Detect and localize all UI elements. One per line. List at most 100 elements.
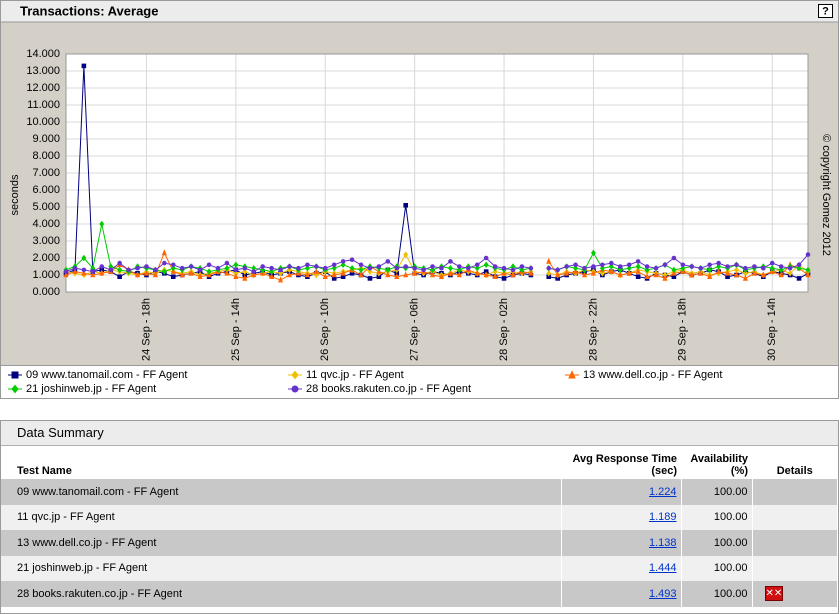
point — [90, 269, 96, 274]
point — [501, 265, 507, 271]
point — [769, 260, 775, 266]
y-tick-label: 3.000 — [32, 235, 60, 247]
point — [287, 264, 292, 269]
point — [671, 255, 677, 261]
point — [456, 271, 462, 278]
point — [492, 273, 498, 279]
point — [394, 265, 400, 271]
y-tick-label: 2.000 — [32, 252, 60, 264]
y-tick-label: 8.000 — [32, 150, 60, 162]
chart-panel: Transactions: Average ? seconds © copyri… — [0, 0, 839, 399]
point — [403, 203, 409, 208]
point — [99, 220, 105, 228]
point — [519, 264, 525, 269]
point — [233, 267, 239, 273]
avg-link[interactable]: 1.493 — [648, 587, 677, 600]
point — [456, 266, 462, 274]
availability: 100.00 — [681, 581, 753, 607]
point — [546, 257, 552, 264]
point — [439, 265, 444, 271]
point — [609, 260, 614, 266]
point — [63, 271, 69, 278]
details-icon[interactable]: ✕✕ — [764, 586, 783, 602]
point — [438, 273, 445, 279]
point — [170, 262, 176, 268]
y-tick-label: 5.000 — [32, 201, 60, 213]
point — [242, 274, 248, 281]
point — [367, 276, 373, 281]
point — [358, 271, 364, 278]
point — [304, 264, 310, 272]
point — [197, 273, 203, 279]
avg-link[interactable]: 1.224 — [648, 485, 677, 498]
point — [430, 264, 435, 269]
point — [99, 269, 105, 276]
point — [313, 267, 319, 274]
point — [474, 262, 480, 268]
point — [644, 264, 650, 269]
point — [322, 265, 328, 271]
point — [689, 264, 695, 269]
point — [188, 269, 194, 276]
row: 13 www.dell.co.jp - FF Agent 1.138 100.00 — [1, 530, 838, 556]
y-tick-label: 6.000 — [32, 184, 60, 196]
point — [734, 262, 739, 268]
point — [143, 269, 150, 276]
point — [117, 260, 122, 266]
help-label[interactable]: ? — [822, 5, 829, 17]
point — [743, 265, 748, 271]
x-tick-label: 28 Sep - 22h — [587, 298, 599, 361]
y-tick-label: 10.000 — [26, 116, 60, 128]
point — [224, 269, 230, 276]
x-tick-label: 29 Sep - 18h — [677, 298, 689, 361]
point — [447, 264, 453, 272]
point — [805, 266, 811, 274]
point — [403, 271, 409, 278]
point — [63, 269, 69, 274]
point — [206, 262, 212, 268]
point — [358, 266, 364, 274]
point — [582, 265, 587, 271]
point — [251, 271, 257, 278]
point — [421, 267, 426, 273]
x-tick-label: 25 Sep - 14h — [230, 298, 242, 361]
point — [599, 264, 605, 272]
point — [162, 260, 167, 266]
point — [153, 267, 158, 273]
point — [474, 264, 480, 272]
avg-link[interactable]: 1.138 — [648, 536, 677, 549]
point — [725, 264, 730, 269]
point — [269, 265, 274, 271]
point — [403, 251, 409, 258]
point — [608, 267, 614, 274]
help-box[interactable] — [818, 4, 833, 18]
point — [546, 270, 552, 277]
availability: 100.00 — [681, 555, 753, 581]
point — [385, 259, 391, 264]
availability: 100.00 — [681, 479, 753, 505]
point — [626, 262, 632, 268]
point — [519, 266, 525, 274]
point — [117, 274, 122, 279]
point — [707, 262, 712, 268]
avg-link[interactable]: 1.189 — [648, 511, 677, 524]
legend-label: 13 www.dell.co.jp - FF Agent — [583, 369, 722, 381]
point — [134, 271, 141, 278]
point — [367, 268, 373, 275]
header-row: Test Name Avg Response Time (sec) Availa… — [1, 446, 838, 479]
point — [796, 264, 802, 272]
point — [483, 271, 489, 278]
point — [733, 271, 740, 278]
point — [787, 265, 793, 271]
point — [358, 262, 364, 268]
point — [242, 265, 248, 271]
y-tick-label: 13.000 — [26, 65, 60, 77]
help-button[interactable]: ? — [818, 4, 833, 18]
point — [278, 270, 283, 277]
point — [430, 266, 435, 274]
point — [724, 269, 731, 276]
point — [635, 274, 641, 279]
avg-link[interactable]: 1.444 — [648, 562, 677, 575]
point — [483, 261, 489, 269]
point — [385, 271, 391, 278]
